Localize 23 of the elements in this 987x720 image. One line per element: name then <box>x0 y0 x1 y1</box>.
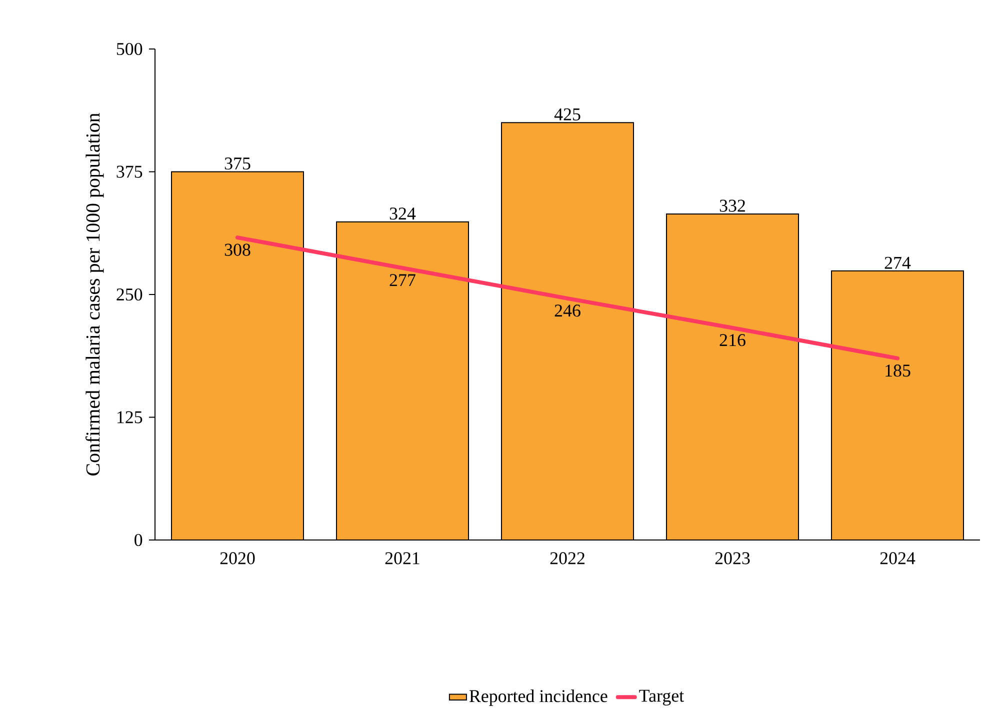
legend-label: Reported incidence <box>469 690 608 706</box>
data-label: 324 <box>390 208 416 220</box>
x-tick-label: 2020 <box>220 552 255 564</box>
data-label: 216 <box>720 334 746 346</box>
data-label: 246 <box>554 304 580 317</box>
y-tick-label: 375 <box>116 166 142 178</box>
y-tick-label: 250 <box>116 288 142 301</box>
legend-label: Target <box>639 690 684 706</box>
y-axis-title: Confirmed malaria cases per 1000 population <box>86 113 104 476</box>
x-tick-label: 2024 <box>880 552 916 564</box>
y-tick-label: 125 <box>118 411 142 424</box>
data-label: 332 <box>720 200 745 212</box>
y-tick-label: 0 <box>134 534 142 546</box>
x-tick-label: 2023 <box>715 552 750 564</box>
data-label: 425 <box>554 108 580 120</box>
data-label: 375 <box>224 158 250 170</box>
data-label: 277 <box>390 274 416 286</box>
x-tick-label: 2021 <box>385 552 420 564</box>
data-label: 274 <box>884 256 911 269</box>
y-tick-label: 500 <box>116 42 142 56</box>
x-tick-label: 2022 <box>550 552 584 564</box>
data-label: 185 <box>886 364 910 377</box>
data-label: 308 <box>224 244 250 256</box>
